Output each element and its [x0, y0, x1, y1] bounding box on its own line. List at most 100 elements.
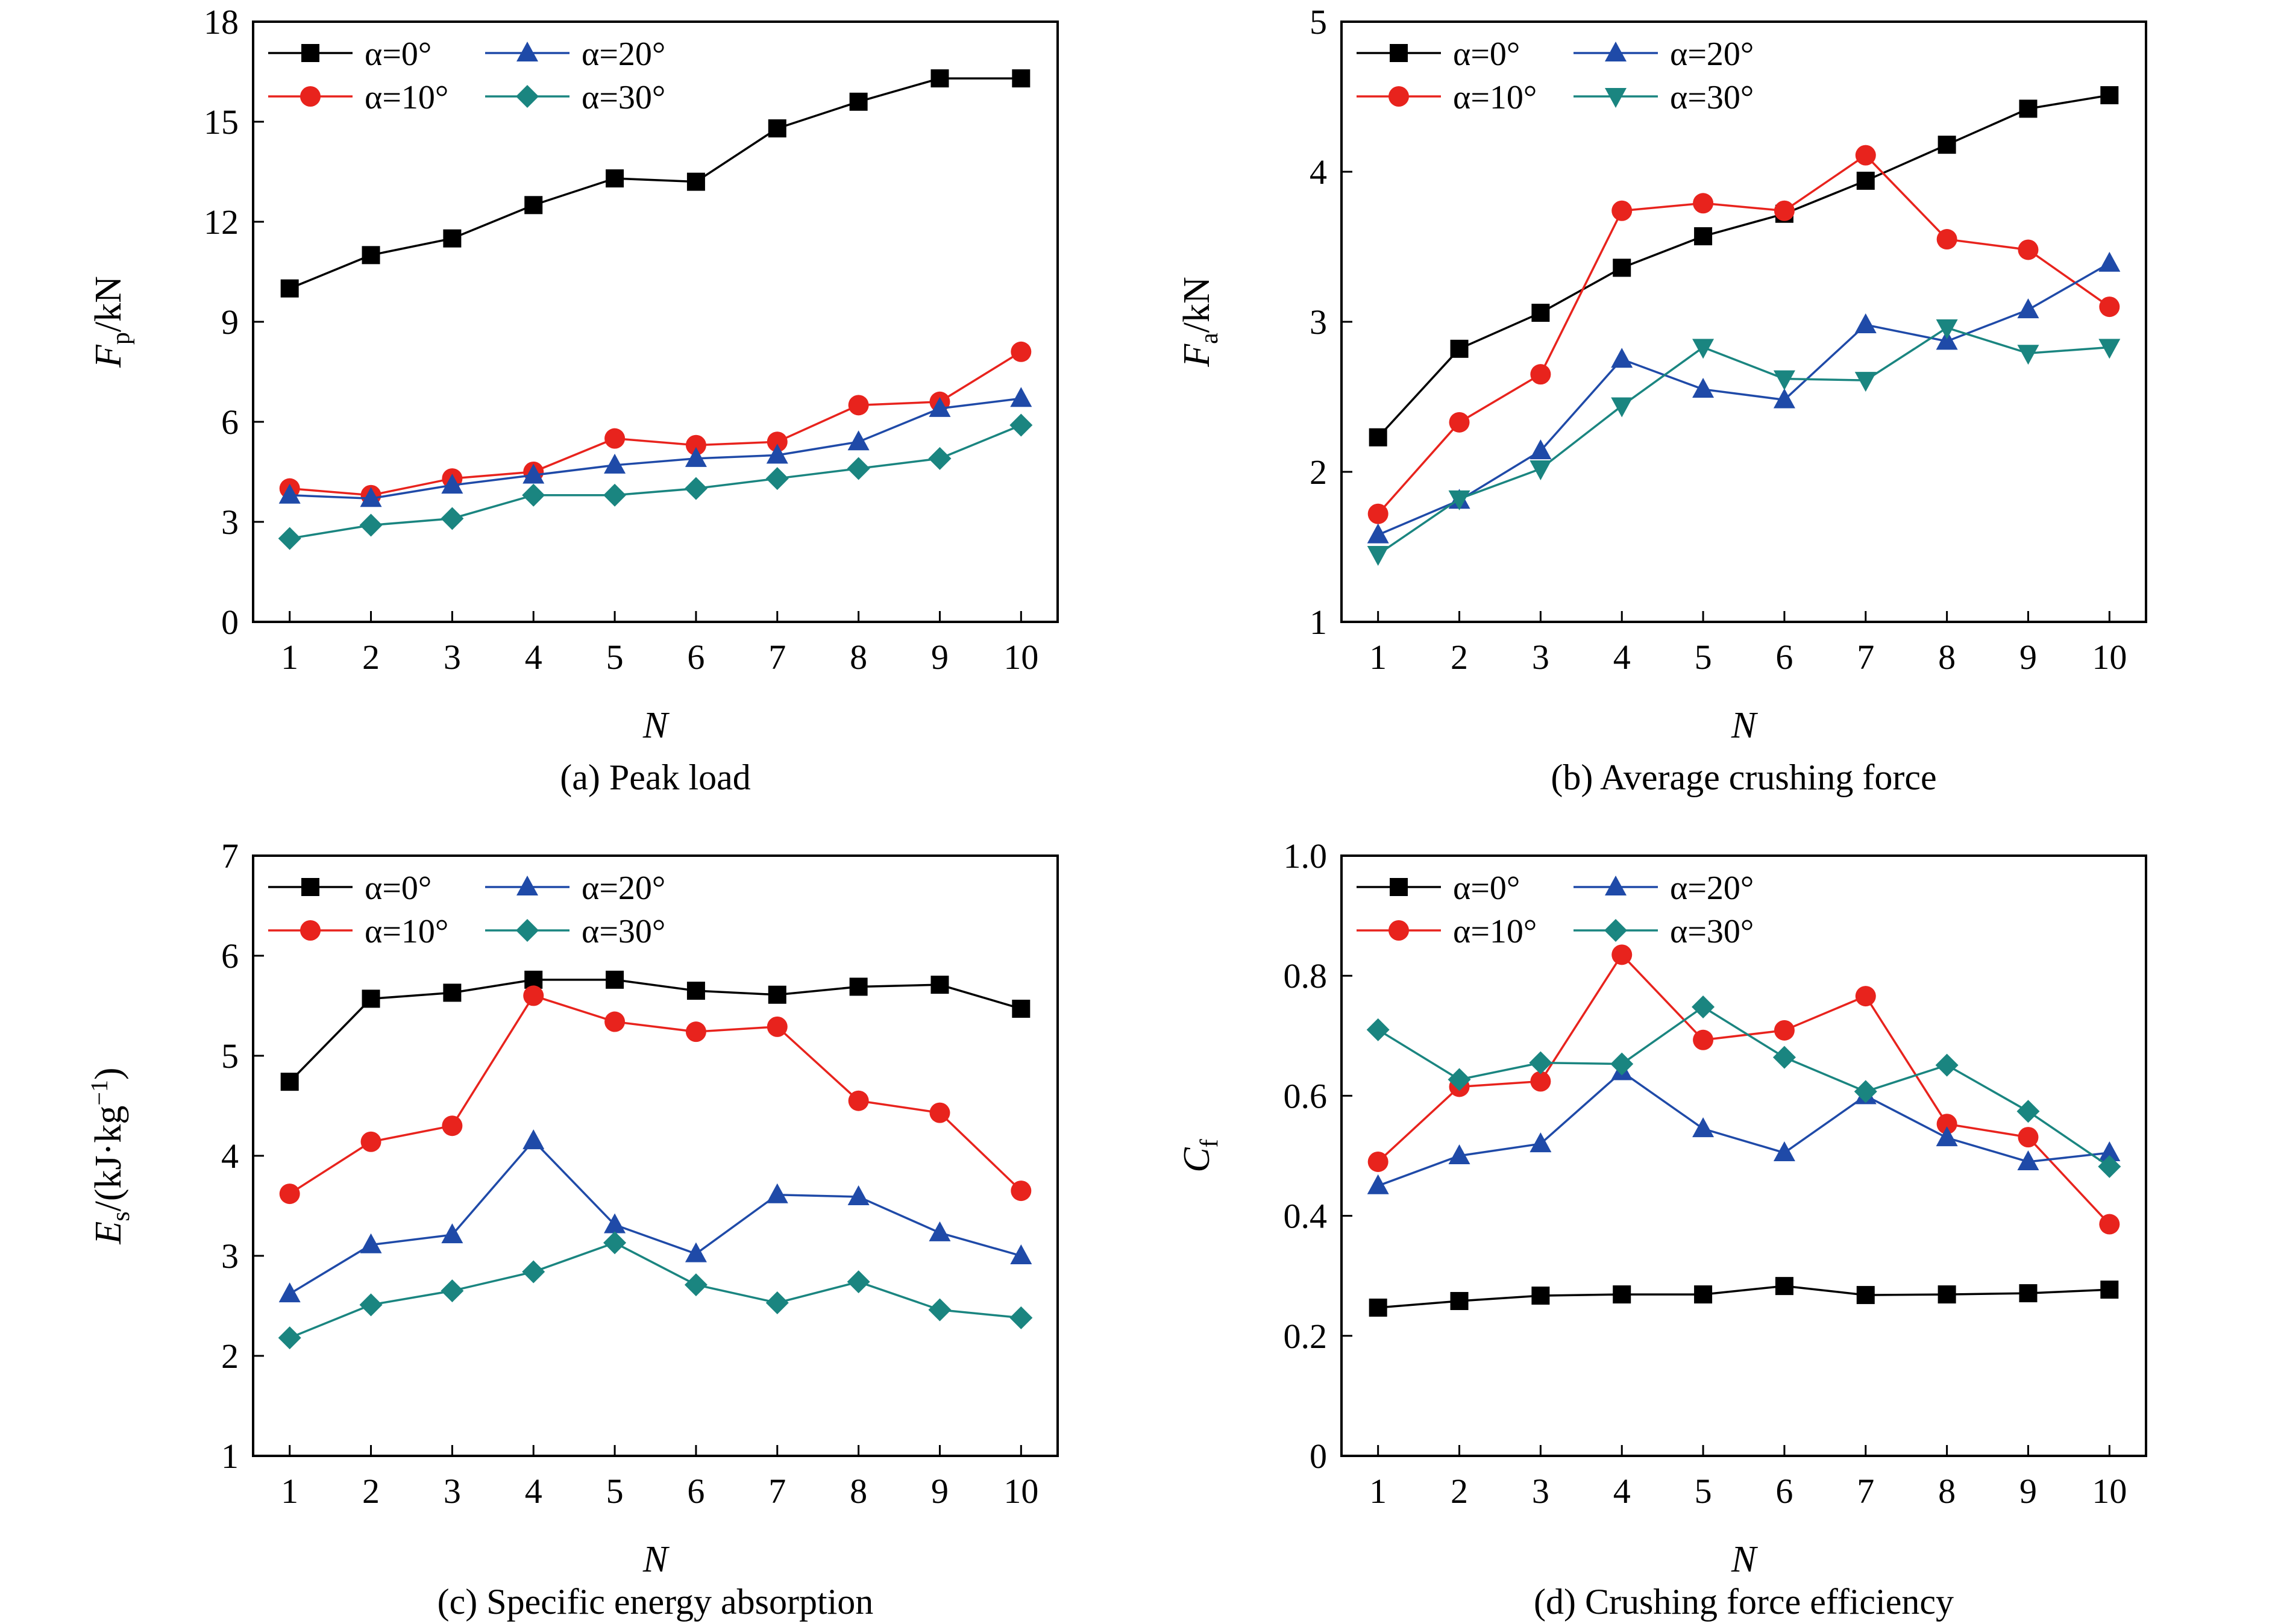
- data-point: [2098, 339, 2121, 359]
- y-tick-label: 0.2: [1284, 1317, 1328, 1356]
- y-axis-unit-close: ): [88, 1067, 129, 1080]
- x-axis-title: N: [642, 1539, 670, 1580]
- x-tick-label: 10: [2092, 638, 2127, 677]
- data-point: [1936, 229, 1957, 250]
- data-point: [930, 69, 949, 88]
- series-line: [1378, 1070, 2110, 1187]
- panel-caption: (d) Crushing force efficiency: [1534, 1582, 1954, 1622]
- series-2: [1367, 145, 2120, 524]
- data-point: [1531, 1287, 1550, 1305]
- x-tick-label: 10: [2092, 1472, 2127, 1511]
- y-tick-label: 0.6: [1284, 1076, 1328, 1115]
- y-tick-label: 0.4: [1284, 1197, 1328, 1236]
- y-tick-label: 0: [1310, 1437, 1327, 1476]
- data-point: [767, 1016, 788, 1037]
- data-point: [1367, 1174, 1389, 1194]
- data-point: [1610, 1052, 1634, 1076]
- y-tick-label: 4: [1310, 152, 1327, 192]
- data-point: [1936, 330, 1958, 350]
- data-point: [278, 483, 301, 504]
- legend-label: α=20°: [582, 36, 665, 73]
- x-axis-title: N: [642, 705, 670, 746]
- data-point: [1856, 1286, 1875, 1305]
- y-axis-subscript: s: [107, 1211, 135, 1221]
- legend-marker: [1390, 878, 1408, 896]
- data-point: [604, 453, 626, 474]
- legend-marker: [301, 878, 319, 896]
- data-point: [1936, 1126, 1958, 1147]
- data-point: [279, 1184, 300, 1205]
- data-point: [929, 1102, 950, 1123]
- y-tick-label: 6: [221, 936, 239, 976]
- legend-marker: [1605, 88, 1627, 108]
- legend-label: α=10°: [365, 79, 448, 116]
- data-point: [2018, 1127, 2039, 1148]
- legend-marker: [1388, 86, 1409, 107]
- series-4: [1367, 319, 2121, 566]
- data-point: [1613, 259, 1631, 277]
- series-line: [1377, 262, 2110, 536]
- data-point: [360, 1131, 381, 1152]
- legend-marker: [516, 876, 538, 895]
- legend-label: α=10°: [1453, 913, 1537, 950]
- data-point: [362, 989, 380, 1008]
- y-tick-label: 2: [221, 1337, 239, 1376]
- x-tick-label: 10: [1003, 1472, 1038, 1511]
- legend-marker: [300, 86, 321, 107]
- data-point: [1935, 1053, 1959, 1077]
- x-tick-label: 4: [525, 638, 542, 677]
- legend-label: α=30°: [1670, 913, 1754, 950]
- data-point: [1448, 1144, 1470, 1164]
- data-point: [685, 447, 707, 467]
- y-tick-label: 0: [221, 603, 239, 642]
- y-axis-unit: /(kJ·kg: [88, 1106, 129, 1212]
- x-tick-label: 5: [606, 638, 624, 677]
- x-tick-label: 2: [362, 1472, 380, 1511]
- x-tick-label: 8: [850, 1472, 867, 1511]
- y-tick-label: 3: [221, 1237, 239, 1276]
- x-axis-title: N: [1731, 1539, 1759, 1580]
- data-point: [847, 1185, 870, 1206]
- y-tick-label: 0.8: [1284, 956, 1328, 995]
- data-point: [522, 1129, 545, 1150]
- x-tick-label: 3: [1532, 638, 1549, 677]
- x-tick-label: 6: [687, 638, 704, 677]
- data-point: [1855, 145, 1876, 166]
- legend-label: α=0°: [1453, 870, 1520, 907]
- legend-label: α=30°: [582, 913, 665, 950]
- y-tick-label: 2: [1310, 453, 1327, 492]
- y-axis-subscript: a: [1196, 333, 1223, 344]
- legend-label: α=0°: [1453, 36, 1520, 73]
- y-tick-label: 6: [221, 403, 239, 442]
- data-point: [684, 477, 708, 500]
- legend-marker: [516, 919, 539, 942]
- legend-label: α=0°: [365, 870, 431, 907]
- data-point: [606, 169, 624, 188]
- data-point: [1011, 341, 1032, 362]
- panel-caption: (b) Average crushing force: [1551, 757, 1936, 797]
- x-tick-label: 1: [281, 638, 298, 677]
- x-tick-label: 1: [1369, 638, 1387, 677]
- legend-marker: [1388, 920, 1409, 941]
- data-point: [1693, 193, 1714, 214]
- legend-marker: [1390, 44, 1408, 62]
- y-axis-subscript: p: [107, 332, 135, 345]
- data-point: [847, 1270, 870, 1294]
- legend: α=0° α=20° α=10° α=30°: [268, 870, 665, 950]
- x-tick-label: 2: [1451, 1472, 1468, 1511]
- series-line: [289, 397, 1021, 500]
- data-point: [443, 229, 462, 248]
- series-line: [1378, 1285, 2110, 1309]
- series-line: [289, 979, 1021, 1083]
- series-line: [289, 994, 1022, 1195]
- legend-marker: [301, 44, 319, 62]
- y-axis-title: Fa/kN: [1176, 277, 1223, 368]
- data-point: [1530, 1132, 1552, 1153]
- x-tick-label: 8: [1938, 638, 1956, 677]
- y-axis-title: Fp/kN: [88, 276, 135, 368]
- data-point: [848, 395, 869, 416]
- data-point: [847, 457, 870, 480]
